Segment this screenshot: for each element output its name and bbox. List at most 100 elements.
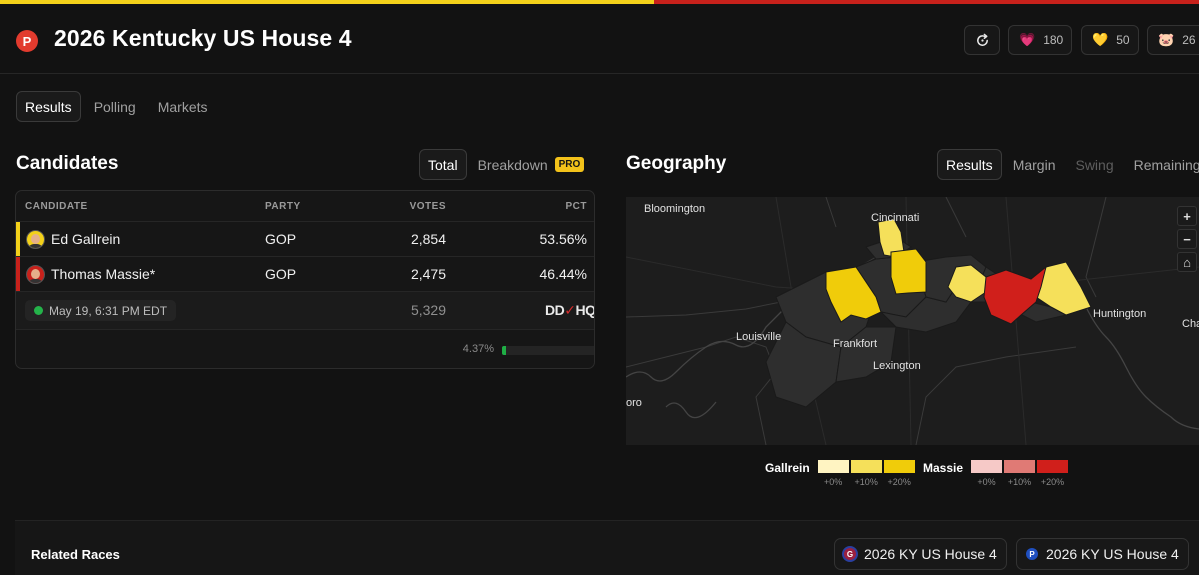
district-map-svg: Bloomington Cincinnati Louisville Frankf… <box>626 197 1199 445</box>
county-gallrein-strong-west <box>825 266 882 323</box>
refresh-button[interactable] <box>964 25 1000 55</box>
candidate-party: GOP <box>265 231 297 247</box>
toggle-breakdown[interactable]: Breakdown PRO <box>469 149 594 180</box>
map-label-huntington: Huntington <box>1093 308 1146 320</box>
reporting-percent: 4.37% <box>462 343 494 355</box>
pro-badge: PRO <box>554 157 585 172</box>
candidate-color-bar <box>16 222 20 256</box>
last-updated-time: May 19, 6:31 PM EDT <box>49 303 168 318</box>
map-label-west: oro <box>626 397 642 409</box>
page-header: P 2026 Kentucky US House 4 💗 180 💛 50 🐷 … <box>0 8 1199 74</box>
party-color-bar <box>0 0 1199 8</box>
ddhq-logo-post: HQ <box>575 302 595 318</box>
candidate-color-bar <box>16 257 20 291</box>
geography-view-tabs: Results Margin Swing Remaining <box>937 149 1199 180</box>
geo-tab-results[interactable]: Results <box>937 149 1002 180</box>
total-votes: 5,329 <box>410 302 446 318</box>
geo-tab-margin[interactable]: Margin <box>1012 156 1056 173</box>
column-header-pct: PCT <box>565 201 587 212</box>
related-race-primary-chip[interactable]: P 2026 KY US House 4 <box>1016 538 1189 570</box>
avatar <box>26 265 45 284</box>
reaction-pig-button[interactable]: 🐷 26 <box>1147 25 1199 55</box>
gop-bar-segment-massie <box>654 0 1199 4</box>
related-race-general-chip[interactable]: G 2026 KY US House 4 <box>834 538 1007 570</box>
candidate-pct: 46.44% <box>539 266 587 282</box>
table-row[interactable]: Ed Gallrein GOP 2,854 53.56% <box>16 222 594 257</box>
primary-election-icon: P <box>1026 548 1038 560</box>
related-races-title: Related Races <box>31 547 120 562</box>
related-race-label: 2026 KY US House 4 <box>1046 546 1179 562</box>
legend-name: Massie <box>923 461 964 475</box>
candidate-name: Ed Gallrein <box>51 231 121 247</box>
page-title: 2026 Kentucky US House 4 <box>54 25 352 51</box>
map-zoom-controls: + − ⌂ <box>1177 206 1197 275</box>
reaction-count: 26 <box>1182 33 1196 47</box>
legend-swatch: +20% <box>1037 460 1069 487</box>
tab-results[interactable]: Results <box>16 91 81 122</box>
candidates-table: CANDIDATE PARTY VOTES PCT Ed Gallrein GO… <box>15 190 595 369</box>
gop-bar-segment-gallrein <box>0 0 654 4</box>
reporting-progress-fill <box>502 346 507 355</box>
district-map[interactable]: Bloomington Cincinnati Louisville Frankf… <box>626 197 1199 445</box>
ddhq-logo-pre: DD <box>545 302 565 318</box>
column-header-party: PARTY <box>265 201 301 212</box>
map-label-lexington: Lexington <box>873 360 921 372</box>
geo-tab-swing[interactable]: Swing <box>1075 156 1114 173</box>
tab-polling[interactable]: Polling <box>93 98 136 115</box>
reaction-heart-button[interactable]: 💗 180 <box>1008 25 1072 55</box>
totals-row: May 19, 6:31 PM EDT 5,329 DD✓HQ <box>16 292 594 330</box>
legend-gallrein: Gallrein +0% +10% +20% <box>765 460 917 487</box>
candidate-name: Thomas Massie* <box>51 266 156 282</box>
toggle-breakdown-label: Breakdown <box>477 156 548 173</box>
candidates-title: Candidates <box>16 153 119 174</box>
tab-markets[interactable]: Markets <box>157 98 208 115</box>
table-header-row: CANDIDATE PARTY VOTES PCT <box>16 191 594 222</box>
candidate-party: GOP <box>265 266 297 282</box>
county-gallrein-tossup <box>947 264 987 303</box>
candidates-view-toggle: Total Breakdown PRO <box>419 149 593 180</box>
reporting-row: 4.37% <box>16 330 594 368</box>
geography-title: Geography <box>626 153 727 174</box>
legend-massie: Massie +0% +10% +20% <box>923 460 1070 487</box>
candidate-pct: 53.56% <box>539 231 587 247</box>
reset-view-home-icon[interactable]: ⌂ <box>1177 252 1197 272</box>
site-logo[interactable]: P <box>16 30 38 52</box>
geo-tab-remaining[interactable]: Remaining <box>1133 156 1199 173</box>
zoom-in-button[interactable]: + <box>1177 206 1197 226</box>
table-row[interactable]: Thomas Massie* GOP 2,475 46.44% <box>16 257 594 292</box>
avatar <box>26 230 45 249</box>
zoom-out-button[interactable]: − <box>1177 229 1197 249</box>
column-header-candidate: CANDIDATE <box>25 201 88 212</box>
map-label-frankfort: Frankfort <box>833 338 877 350</box>
last-updated-badge: May 19, 6:31 PM EDT <box>25 300 177 321</box>
heart-icon: 💗 <box>1019 32 1036 47</box>
candidate-votes: 2,854 <box>410 231 446 247</box>
reaction-count: 180 <box>1043 33 1064 47</box>
main-tabs: Results Polling Markets <box>16 91 217 122</box>
legend-swatch: +10% <box>1004 460 1036 487</box>
map-label-louisville: Louisville <box>736 331 781 343</box>
legend-swatch: +0% <box>817 460 849 487</box>
legend-swatch: +0% <box>971 460 1003 487</box>
general-election-icon: G <box>844 548 856 560</box>
refresh-icon <box>976 33 988 46</box>
county-gallrein-strong-central <box>890 248 927 295</box>
toggle-total[interactable]: Total <box>419 149 467 180</box>
ddhq-logo: DD✓HQ <box>545 302 595 319</box>
pig-icon: 🐷 <box>1158 32 1175 47</box>
related-race-label: 2026 KY US House 4 <box>864 546 997 562</box>
county-massie-strong <box>983 265 1047 325</box>
map-label-charleston: Cha <box>1182 318 1199 330</box>
legend-swatch: +20% <box>883 460 915 487</box>
ddhq-check-icon: ✓ <box>564 302 576 318</box>
reaction-yellow-heart-button[interactable]: 💛 50 <box>1081 25 1139 55</box>
legend-name: Gallrein <box>765 461 810 475</box>
live-dot-icon <box>34 306 43 315</box>
map-label-cincinnati: Cincinnati <box>871 212 919 224</box>
column-header-votes: VOTES <box>409 201 446 212</box>
reaction-count: 50 <box>1116 33 1130 47</box>
reporting-progress-bar <box>502 346 594 355</box>
legend-swatch: +10% <box>850 460 882 487</box>
yellow-heart-icon: 💛 <box>1092 32 1109 47</box>
related-races-section: Related Races G 2026 KY US House 4 P 202… <box>15 520 1199 575</box>
